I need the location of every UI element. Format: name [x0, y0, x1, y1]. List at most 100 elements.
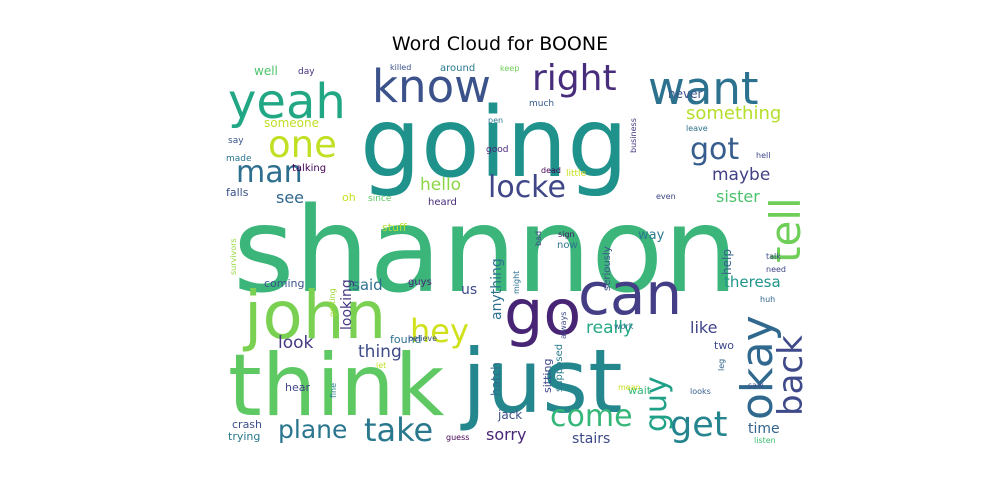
- word-back: back: [771, 335, 811, 416]
- word-want: want: [648, 62, 759, 115]
- word-leave: leave: [686, 124, 708, 133]
- word-now: now: [557, 240, 578, 251]
- word-found: found: [390, 333, 422, 346]
- word-man: man: [236, 155, 303, 190]
- word-oh: oh: [342, 191, 356, 204]
- word-seriously: seriously: [602, 246, 613, 291]
- word-think: think: [228, 336, 445, 436]
- word-see: see: [276, 188, 304, 207]
- word-going: going: [360, 87, 628, 199]
- word-someone: someone: [264, 116, 319, 130]
- word-good: good: [486, 145, 508, 155]
- word-jack: jack: [497, 408, 522, 422]
- word-believe: believe: [408, 334, 437, 343]
- word-getting: getting: [328, 288, 337, 317]
- word-work: work: [614, 322, 634, 331]
- word-pen: pen: [488, 116, 503, 125]
- word-two: two: [714, 339, 734, 352]
- word-let: let: [376, 361, 386, 370]
- word-help: help: [720, 249, 734, 275]
- word-looking: looking: [339, 279, 355, 330]
- word-since: since: [368, 194, 392, 204]
- word-trying: trying: [228, 430, 260, 443]
- word-keep: keep: [500, 64, 519, 73]
- word-coming: coming: [264, 277, 305, 290]
- word-wait: wait: [628, 384, 652, 397]
- word-theresa: theresa: [724, 273, 781, 291]
- word-listen: listen: [754, 436, 776, 445]
- word-yeah: yeah: [228, 74, 346, 130]
- word-talk: talk: [766, 252, 781, 261]
- word-day: day: [298, 67, 315, 77]
- word-anything: anything: [489, 258, 505, 320]
- word-look: look: [278, 333, 314, 353]
- word-plane: plane: [278, 415, 347, 444]
- word-got: got: [690, 132, 739, 167]
- word-leg: leg: [717, 359, 726, 371]
- word-hear: hear: [285, 381, 310, 394]
- word-one: one: [268, 123, 337, 166]
- word-dead: dead: [541, 166, 561, 175]
- word-falls: falls: [226, 186, 249, 199]
- word-just: just: [460, 330, 623, 433]
- word-stuff: stuff: [382, 221, 407, 234]
- word-maybe: maybe: [712, 165, 770, 185]
- word-business: business: [629, 118, 638, 153]
- word-need: need: [766, 265, 786, 274]
- word-go: go: [504, 276, 581, 349]
- word-sitting: sitting: [541, 359, 554, 393]
- word-killed: killed: [390, 63, 411, 72]
- word-huh: huh: [760, 295, 775, 304]
- word-hello: hello: [420, 175, 461, 195]
- word-okay: okay: [732, 315, 783, 420]
- word-always: always: [559, 312, 568, 339]
- word-crash: crash: [232, 418, 262, 431]
- word-around: around: [440, 63, 475, 74]
- word-survivors: survivors: [229, 238, 238, 275]
- word-right: right: [532, 58, 617, 99]
- word-john: john: [242, 277, 386, 354]
- word-really: really: [586, 318, 633, 338]
- word-say: say: [228, 136, 244, 146]
- word-sister: sister: [716, 187, 760, 206]
- word-fine: fine: [329, 383, 338, 398]
- word-heard: heard: [428, 197, 457, 208]
- word-much: much: [529, 99, 554, 109]
- word-guys: guys: [408, 277, 432, 288]
- word-saw: saw: [748, 381, 764, 390]
- word-even: even: [656, 192, 676, 201]
- word-never: never: [668, 87, 702, 101]
- word-shannon: shannon: [233, 181, 738, 319]
- chart-title: Word Cloud for BOONE: [391, 33, 609, 55]
- word-looks: looks: [690, 387, 711, 396]
- word-thing: thing: [358, 342, 402, 362]
- word-sorry: sorry: [486, 425, 526, 444]
- word-like: like: [690, 318, 717, 337]
- word-locke: locke: [488, 170, 566, 205]
- word-stairs: stairs: [572, 431, 610, 447]
- word-mean: mean: [618, 383, 641, 392]
- word-something: something: [686, 103, 781, 124]
- word-take: take: [364, 411, 433, 449]
- word-might: might: [512, 271, 521, 294]
- word-bad: bad: [534, 231, 543, 246]
- word-made: made: [226, 154, 252, 164]
- word-time: time: [748, 421, 780, 437]
- word-sign: sign: [558, 230, 575, 239]
- word-said: said: [352, 276, 383, 294]
- word-guy: guy: [639, 376, 674, 432]
- word-hell: hell: [756, 151, 770, 160]
- word-get: get: [670, 405, 727, 445]
- word-us: us: [461, 282, 477, 298]
- word-can: can: [578, 260, 682, 328]
- word-supposed: supposed: [554, 344, 565, 392]
- word-come: come: [550, 399, 633, 434]
- word-tell: tell: [761, 197, 810, 263]
- word-talking: talking: [292, 163, 326, 174]
- word-hatch: hatch: [489, 362, 503, 396]
- word-little: little: [566, 169, 587, 179]
- word-know: know: [372, 60, 491, 113]
- word-guess: guess: [446, 433, 469, 442]
